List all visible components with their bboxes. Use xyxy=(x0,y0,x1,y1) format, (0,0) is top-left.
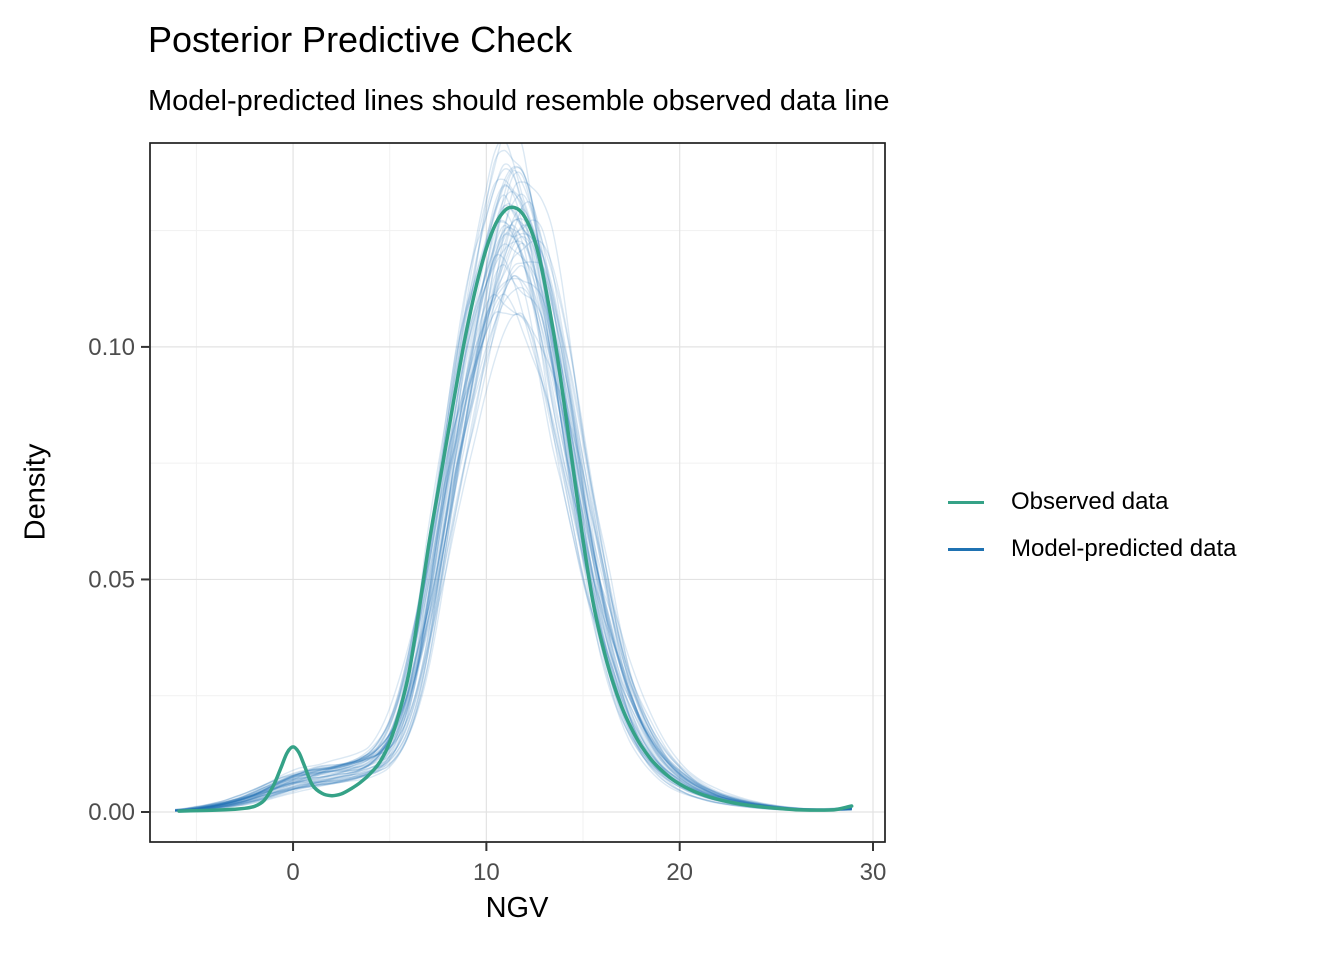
predicted-density-line xyxy=(175,242,852,812)
predicted-density-line xyxy=(175,169,852,811)
legend-item-predicted: Model-predicted data xyxy=(948,534,1236,564)
predicted-density-line xyxy=(175,293,852,811)
predicted-density-line xyxy=(175,224,852,811)
predicted-density-line xyxy=(175,143,852,811)
legend: Observed data Model-predicted data xyxy=(948,487,1236,564)
grid-minor xyxy=(150,143,885,842)
predicted-density-line xyxy=(175,274,852,812)
predicted-density-line xyxy=(175,277,852,811)
predicted-density-line xyxy=(175,165,852,812)
x-tick-label: 20 xyxy=(666,859,693,886)
predicted-density-line xyxy=(175,168,852,811)
predicted-density-line xyxy=(175,211,852,811)
axis-tick-labels: 0 10 20 30 0.00 0.05 0.10 xyxy=(88,334,886,886)
predicted-density-line xyxy=(175,275,852,811)
predicted-density-line xyxy=(175,208,852,812)
y-tick-label: 0.00 xyxy=(88,799,135,826)
predicted-density-line xyxy=(175,194,852,812)
x-tick-label: 10 xyxy=(473,859,500,886)
grid-major xyxy=(150,143,885,842)
predicted-density-line xyxy=(175,185,852,811)
predicted-density-line xyxy=(175,221,852,811)
predicted-density-line xyxy=(175,171,852,811)
x-tick-label: 0 xyxy=(286,859,299,886)
predicted-density-line xyxy=(175,261,852,812)
y-tick-label: 0.10 xyxy=(88,334,135,361)
predicted-density-line xyxy=(175,224,852,812)
y-axis-title: Density xyxy=(19,443,52,541)
observed-line-swatch xyxy=(948,500,984,504)
predicted-density-line xyxy=(175,203,852,812)
predicted-density-line xyxy=(175,232,852,812)
predicted-density-line xyxy=(175,206,852,811)
predicted-density-line xyxy=(175,293,852,812)
axis-ticks xyxy=(141,345,875,851)
predicted-density-line xyxy=(175,235,852,812)
predicted-density-line xyxy=(175,240,852,812)
predicted-density-line xyxy=(175,243,852,812)
predicted-density-line xyxy=(175,178,852,812)
predicted-density-line xyxy=(175,204,852,812)
predicted-density-line xyxy=(175,219,852,812)
x-axis-title: NGV xyxy=(485,892,549,924)
predicted-density-line xyxy=(175,313,852,811)
predicted-density-line xyxy=(175,286,852,812)
predicted-line-swatch xyxy=(948,547,984,551)
predicted-density-line xyxy=(175,193,852,812)
predicted-density-line xyxy=(175,166,852,811)
panel-border xyxy=(149,142,886,843)
predicted-density-line xyxy=(175,311,852,811)
legend-label-observed: Observed data xyxy=(1011,488,1169,515)
observed-density-line xyxy=(177,205,854,813)
legend-item-observed: Observed data xyxy=(948,487,1236,517)
predicted-density-line xyxy=(175,239,852,812)
chart-subtitle: Model-predicted lines should resemble ob… xyxy=(148,85,890,117)
predicted-density-line xyxy=(175,219,852,812)
predicted-density-line xyxy=(175,226,852,812)
predicted-density-line xyxy=(175,201,852,812)
predicted-density-line xyxy=(175,232,852,812)
predicted-density-line xyxy=(175,163,852,812)
predicted-density-lines xyxy=(175,143,852,812)
predicted-density-line xyxy=(175,191,852,812)
chart-title: Posterior Predictive Check xyxy=(148,19,573,60)
x-tick-label: 30 xyxy=(860,859,887,886)
predicted-density-line xyxy=(175,264,852,812)
legend-label-predicted: Model-predicted data xyxy=(1011,535,1237,562)
y-tick-label: 0.05 xyxy=(88,566,135,593)
predicted-density-line xyxy=(175,181,852,812)
predicted-density-line xyxy=(175,253,852,811)
